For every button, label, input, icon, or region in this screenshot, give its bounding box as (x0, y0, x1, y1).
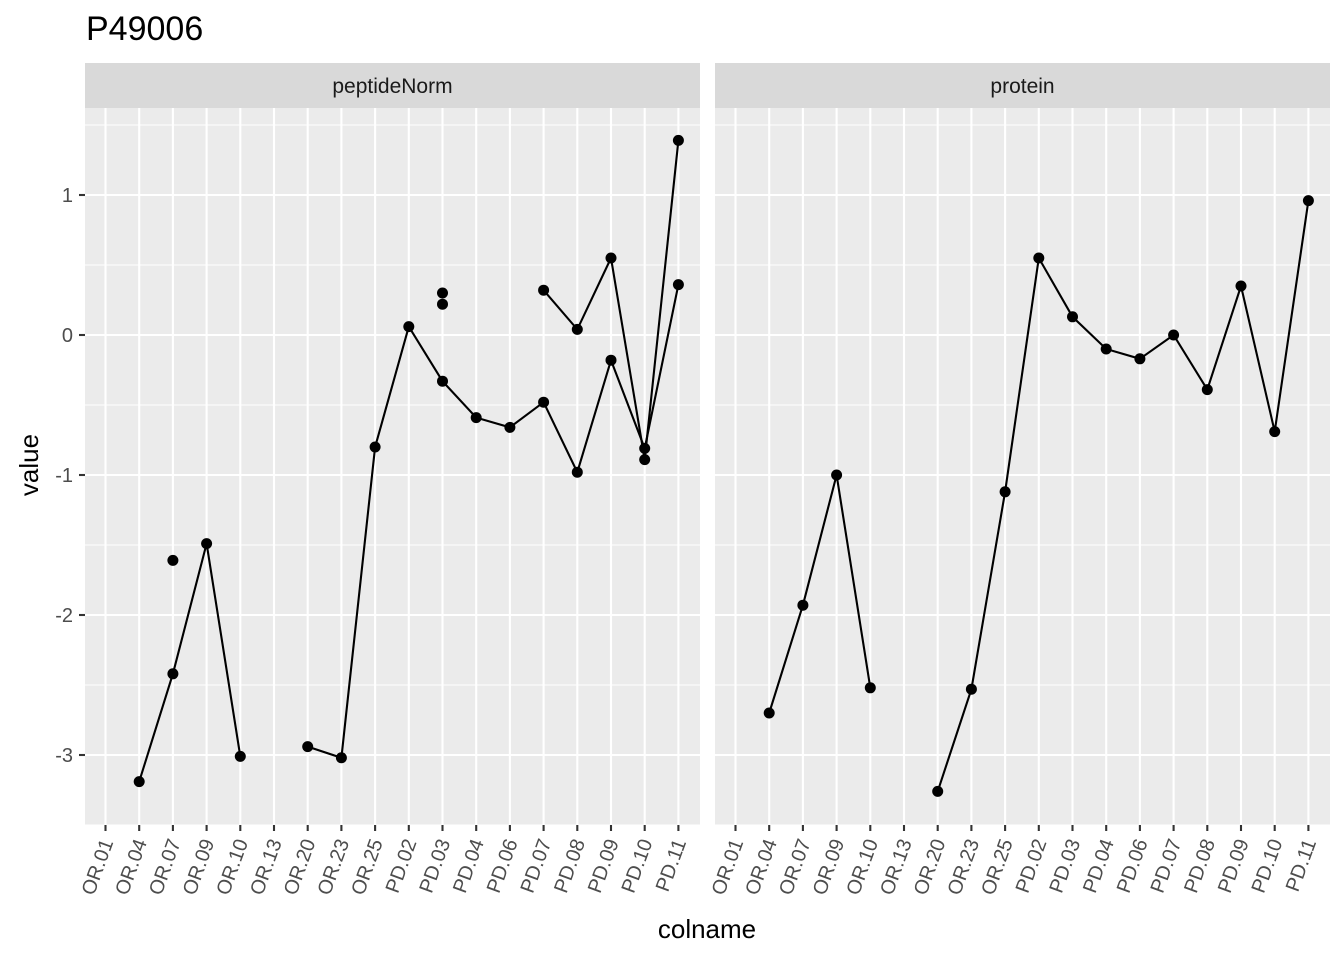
data-point (538, 396, 550, 408)
series-line (768, 474, 872, 714)
y-tick-label: 0 (62, 325, 73, 347)
data-point (672, 279, 684, 291)
data-point (639, 454, 651, 466)
data-point (965, 683, 977, 695)
data-point (571, 323, 583, 335)
facet-strip (715, 63, 1330, 108)
data-point (1033, 252, 1045, 264)
data-point (201, 538, 213, 550)
panel-protein: proteinOR.01OR.04OR.07OR.09OR.10OR.13OR.… (708, 63, 1330, 898)
data-point (1168, 329, 1180, 341)
data-point (605, 252, 617, 264)
series (133, 538, 246, 788)
data-point (538, 284, 550, 296)
data-point (763, 707, 775, 719)
series (167, 279, 684, 764)
data-point (133, 776, 145, 788)
series-line (307, 284, 680, 760)
y-tick-label: -2 (55, 605, 73, 627)
facet-strip (85, 63, 700, 108)
data-point (437, 375, 448, 387)
y-tick-label: 1 (62, 185, 73, 207)
facet-panels: peptideNormOR.01OR.04OR.07OR.09OR.10OR.1… (78, 63, 1330, 898)
series (763, 195, 1314, 797)
y-tick-label: -3 (55, 745, 73, 767)
data-point (1201, 384, 1213, 396)
data-point (1067, 311, 1078, 323)
data-point (234, 750, 246, 762)
data-point (302, 741, 314, 753)
data-point (1100, 343, 1112, 355)
data-point (571, 466, 583, 478)
series-line (138, 543, 242, 782)
x-tick-label: PD.11 (1282, 836, 1321, 894)
data-point (335, 752, 347, 764)
data-point (932, 785, 944, 797)
facet-strip-label: peptideNorm (332, 75, 452, 98)
data-point (403, 321, 415, 333)
data-point (999, 486, 1011, 498)
data-point (369, 441, 381, 453)
data-point (1269, 426, 1281, 438)
panel-background (85, 108, 700, 825)
data-point (1302, 195, 1314, 207)
y-axis: -3 -2 -1 0 1 (55, 185, 85, 767)
data-point (672, 134, 684, 146)
data-point (437, 298, 448, 310)
facet-strip-label: protein (990, 75, 1054, 98)
panel-background (715, 108, 1330, 825)
data-point (797, 599, 809, 611)
data-point (831, 469, 843, 481)
series (437, 298, 448, 310)
data-point (605, 354, 617, 366)
data-point (1134, 353, 1146, 365)
data-point (470, 412, 482, 424)
y-axis-title: value (14, 434, 44, 496)
x-tick-label: PD.11 (652, 836, 691, 894)
series-line (936, 200, 1310, 792)
panel-peptideNorm: peptideNormOR.01OR.04OR.07OR.09OR.10OR.1… (78, 63, 700, 898)
x-axis-title: colname (658, 914, 756, 944)
data-point (1235, 280, 1247, 292)
y-tick-label: -1 (55, 465, 73, 487)
data-point (504, 421, 516, 433)
data-point (864, 682, 876, 694)
data-point (167, 554, 179, 566)
chart-title: P49006 (86, 10, 203, 48)
series (437, 134, 684, 466)
data-point (167, 668, 179, 680)
data-point (437, 287, 448, 299)
